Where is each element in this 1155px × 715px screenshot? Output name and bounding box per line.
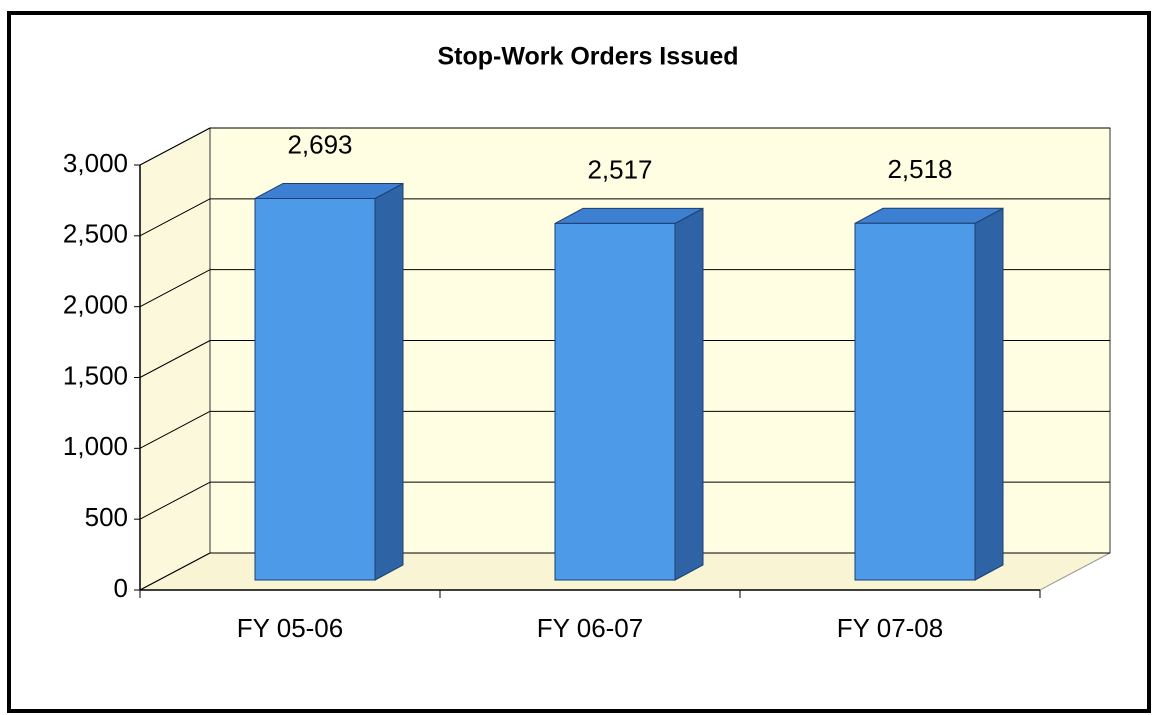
y-tick-label: 1,000 <box>63 431 128 461</box>
y-tick-label: 1,500 <box>63 360 128 390</box>
grid-line-side <box>139 481 211 520</box>
value-label: 2,518 <box>887 154 952 184</box>
bar <box>554 222 676 581</box>
y-tick-label: 2,000 <box>63 290 128 320</box>
bar-side <box>374 182 404 581</box>
y-tick-label: 2,500 <box>63 219 128 249</box>
bar <box>254 197 376 581</box>
grid-line-side <box>139 410 211 449</box>
bar-side <box>674 207 704 581</box>
grid-line-side <box>139 552 211 591</box>
value-label: 2,517 <box>587 154 652 184</box>
grid-line-side <box>139 127 211 166</box>
x-tick-label: FY 05-06 <box>237 613 343 643</box>
grid-line-side <box>139 269 211 308</box>
y-tick-label: 500 <box>85 502 128 532</box>
grid-line-side <box>139 340 211 378</box>
x-tick-label: FY 06-07 <box>537 613 643 643</box>
y-tick-label: 3,000 <box>63 148 128 178</box>
x-tick-label: FY 07-08 <box>837 613 943 643</box>
bar <box>854 222 976 581</box>
y-tick-label: 0 <box>114 573 128 603</box>
value-label: 2,693 <box>287 129 352 159</box>
chart-title: Stop-Work Orders Issued <box>438 43 739 71</box>
grid-line-side <box>139 198 211 237</box>
bar-side <box>974 207 1004 581</box>
